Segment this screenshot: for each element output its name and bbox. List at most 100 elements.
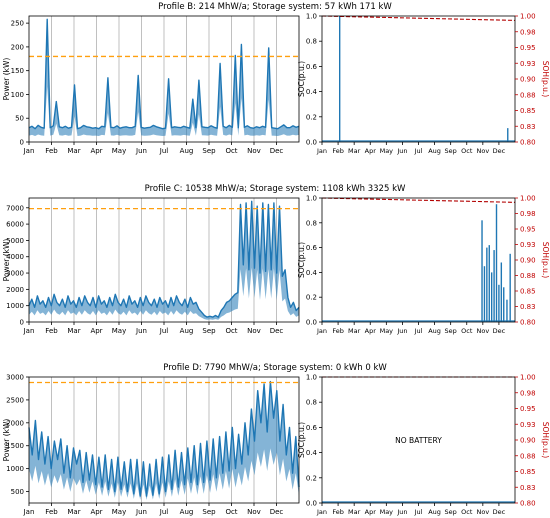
y-tick-label: 250 [11,20,24,28]
no-battery-annotation: NO BATTERY [395,436,442,445]
x-tick-label: Nov [247,508,261,516]
soh-y-tick-label: 0.85 [520,288,536,296]
x-tick-label: Dec [270,327,284,335]
soh-y-tick-label: 0.90 [520,437,536,445]
x-tick-label: Mar [67,327,80,335]
x-tick-label: Feb [45,147,58,155]
soc-y-tick-label: 0.8 [306,399,317,407]
x-tick-label: Mar [67,147,80,155]
soc-axes-frame [321,197,516,323]
soh-y-tick-label: 1.00 [520,13,536,21]
power-panel-2: 500 1000 1500 2000 2500 3000 Jan Feb Mar Apr May Ju… [2,374,300,516]
x-tick-label: Sep [445,327,457,335]
x-tick-label: Dec [493,327,506,335]
soh-y-tick-label: 0.85 [520,468,536,476]
x-tick-label: Apr [90,508,102,516]
x-tick-label: Dec [493,147,506,155]
y-tick-label: 4000 [6,253,24,261]
x-tick-label: Feb [45,327,58,335]
chart-title: Profile D: 7790 MhW/a; Storage system: 0… [163,363,387,373]
soh-y-tick-label: 0.88 [520,272,536,280]
soh-y-tick-label: 0.83 [520,303,536,311]
x-tick-label: Nov [247,147,261,155]
soh-y-tick-label: 0.98 [520,210,536,218]
x-tick-label: Sep [445,508,457,516]
soh-y-tick-label: 0.93 [520,421,536,429]
soh-y-tick-label: 0.80 [520,319,536,327]
soh-y-tick-label: 0.88 [520,452,536,460]
x-tick-label: Aug [428,508,441,516]
soh-y-tick-label: 0.80 [520,500,536,508]
soc-axes-frame [321,15,516,143]
soc-y-tick-label: 1.0 [306,13,317,21]
soh-y-tick-label: 0.95 [520,226,536,234]
soc-y-tick-label: 0.0 [306,500,317,508]
x-tick-label: May [380,508,394,516]
y-tick-label: 50 [15,115,24,123]
y-tick-label: 6000 [6,221,24,229]
soc-y-tick-label: 0.6 [306,244,318,252]
power-series-band [29,381,299,500]
x-tick-label: Mar [348,327,361,335]
soc-y-tick-label: 0.2 [306,113,317,121]
x-tick-label: Apr [365,327,377,335]
x-tick-label: Feb [332,508,344,516]
x-tick-label: Jan [316,508,327,516]
x-tick-label: Nov [476,147,489,155]
x-tick-label: Jan [23,508,35,516]
y-tick-label: 7000 [6,204,24,212]
soc-y-axis-label: SOC(p.u.) [297,422,306,458]
y-axis-label: Power (kW) [2,239,11,282]
x-tick-label: Sep [202,147,216,155]
soc-panel-2: 0.0 0.2 0.4 0.6 0.8 1.0 0.80 0.83 0.85 0.88 0.90 0.… [297,374,550,517]
soc-y-tick-label: 0.2 [306,294,317,302]
soh-y-tick-label: 0.93 [520,60,536,68]
x-tick-label: Jan [23,147,35,155]
power-series-band [29,201,299,320]
x-tick-label: May [380,327,394,335]
power-panel-0: 0 50 100 150 200 250 Jan Feb Mar Apr May Jun Jul Aug S… [2,15,300,155]
soh-y-tick-label: 1.00 [520,374,536,382]
x-tick-label: Jul [159,327,169,335]
soc-y-tick-label: 0.6 [306,63,318,71]
x-tick-label: Jun [135,327,147,335]
x-tick-label: Sep [202,508,216,516]
soh-y-tick-label: 0.90 [520,76,536,84]
x-tick-label: Mar [67,508,80,516]
x-tick-label: Jan [23,327,35,335]
soc-y-tick-label: 0.4 [306,449,318,457]
x-tick-label: Feb [332,147,344,155]
soh-y-tick-label: 0.98 [520,28,536,36]
x-tick-label: Oct [461,147,473,155]
y-tick-label: 100 [11,91,24,99]
y-tick-label: 500 [11,488,24,496]
y-tick-label: 1500 [6,442,24,450]
soc-panel-0: 0.0 0.2 0.4 0.6 0.8 1.0 0.80 0.83 0.85 0.88 0.90 0.… [297,13,550,156]
x-tick-label: Aug [428,147,441,155]
soh-y-tick-label: 0.95 [520,405,536,413]
soc-y-axis-label: SOC(p.u.) [297,242,306,278]
x-tick-label: Feb [332,327,344,335]
x-tick-label: Oct [225,327,237,335]
x-tick-label: Jul [414,508,423,516]
soh-y-tick-label: 0.85 [520,107,536,115]
y-axis-label: Power (kW) [2,419,11,462]
x-tick-label: Apr [365,508,377,516]
y-tick-label: 3000 [6,270,24,278]
y-tick-label: 0 [20,319,24,327]
x-tick-label: Feb [45,508,58,516]
soc-y-tick-label: 0.6 [306,424,318,432]
y-tick-label: 2000 [6,286,24,294]
y-tick-label: 5000 [6,237,24,245]
x-tick-label: Jul [414,327,423,335]
x-tick-label: Sep [445,147,457,155]
y-tick-label: 200 [11,43,24,51]
power-series-band [29,19,299,136]
x-tick-label: Jun [396,327,407,335]
x-tick-label: May [112,508,126,516]
soh-y-tick-label: 0.80 [520,139,536,147]
x-tick-label: Jun [396,147,407,155]
soh-line [321,15,516,21]
soh-y-tick-label: 0.83 [520,484,536,492]
